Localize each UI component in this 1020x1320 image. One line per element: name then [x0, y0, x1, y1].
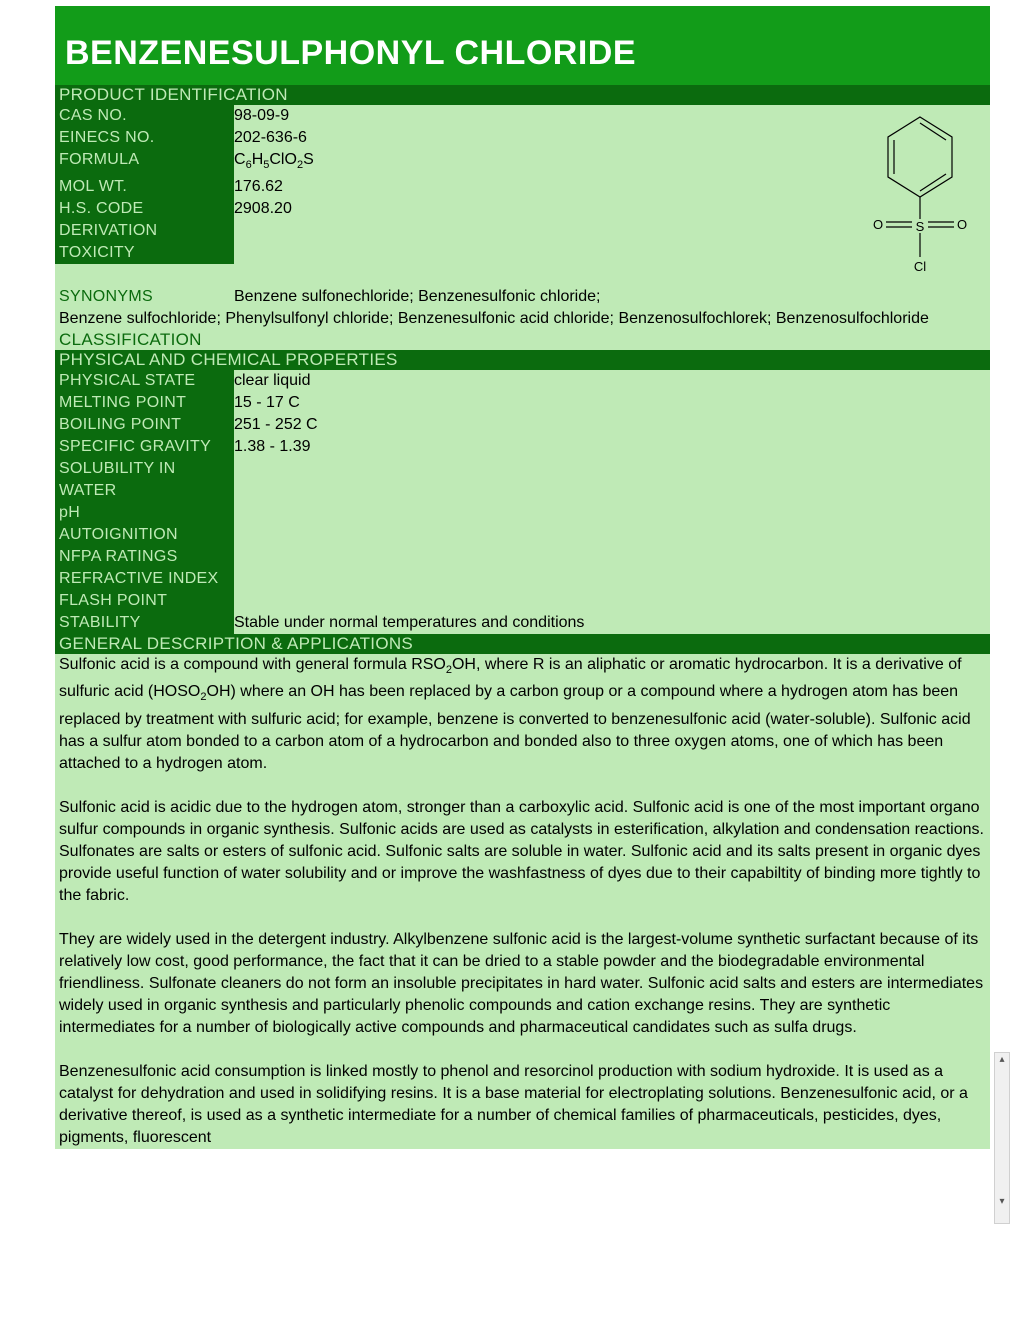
- label-toxicity: TOXICITY: [55, 242, 234, 264]
- molecule-svg: S O O Cl: [860, 109, 980, 284]
- row-toxicity: TOXICITY: [55, 242, 850, 264]
- row-ph: pH: [55, 502, 990, 524]
- label-hs-code: H.S. CODE: [55, 198, 234, 220]
- value-solubility: [234, 458, 990, 502]
- label-nfpa: NFPA RATINGS: [55, 546, 234, 568]
- product-id-block: CAS NO. 98-09-9 EINECS NO. 202-636-6 FOR…: [55, 105, 990, 286]
- value-boiling-point: 251 - 252 C: [234, 414, 990, 436]
- value-stability: Stable under normal temperatures and con…: [234, 612, 990, 634]
- row-derivation: DERIVATION: [55, 220, 850, 242]
- row-stability: STABILITY Stable under normal temperatur…: [55, 612, 990, 634]
- section-product-identification: PRODUCT IDENTIFICATION: [55, 85, 990, 105]
- scrollbar[interactable]: ▴ ▾: [994, 1052, 1010, 1224]
- atom-o-left: O: [873, 217, 883, 232]
- row-formula: FORMULA C6H5ClO2S: [55, 149, 850, 176]
- row-specific-gravity: SPECIFIC GRAVITY 1.38 - 1.39: [55, 436, 990, 458]
- label-derivation: DERIVATION: [55, 220, 234, 242]
- section-general-description: GENERAL DESCRIPTION & APPLICATIONS: [55, 634, 990, 654]
- row-melting-point: MELTING POINT 15 - 17 C: [55, 392, 990, 414]
- desc-p3: They are widely used in the detergent in…: [59, 929, 984, 1039]
- label-flash-point: FLASH POINT: [55, 590, 234, 612]
- label-specific-gravity: SPECIFIC GRAVITY: [55, 436, 234, 458]
- chemical-title: BENZENESULPHONYL CHLORIDE: [55, 12, 990, 85]
- desc-p2: Sulfonic acid is acidic due to the hydro…: [59, 797, 984, 907]
- value-physical-state: clear liquid: [234, 370, 990, 392]
- atom-o-right: O: [957, 217, 967, 232]
- value-flash-point: [234, 590, 990, 612]
- section-classification: CLASSIFICATION: [55, 330, 990, 350]
- row-blank: [55, 264, 850, 286]
- label-refractive-index: REFRACTIVE INDEX: [55, 568, 234, 590]
- row-solubility: SOLUBILITY IN WATER: [55, 458, 990, 502]
- section-phys-chem: PHYSICAL AND CHEMICAL PROPERTIES: [55, 350, 990, 370]
- scroll-down-icon[interactable]: ▾: [995, 1195, 1009, 1209]
- value-einecs-no: 202-636-6: [234, 127, 850, 149]
- row-nfpa: NFPA RATINGS: [55, 546, 990, 568]
- atom-cl: Cl: [914, 259, 926, 274]
- label-stability: STABILITY: [55, 612, 234, 634]
- value-mol-wt: 176.62: [234, 176, 850, 198]
- label-ph: pH: [55, 502, 234, 524]
- desc-p4: Benzenesulfonic acid consumption is link…: [59, 1061, 984, 1149]
- row-flash-point: FLASH POINT: [55, 590, 990, 612]
- description-body: Sulfonic acid is a compound with general…: [55, 654, 990, 1148]
- value-derivation: [234, 220, 850, 242]
- row-autoignition: AUTOIGNITION: [55, 524, 990, 546]
- row-boiling-point: BOILING POINT 251 - 252 C: [55, 414, 990, 436]
- row-hs-code: H.S. CODE 2908.20: [55, 198, 850, 220]
- label-formula: FORMULA: [55, 149, 234, 176]
- row-mol-wt: MOL WT. 176.62: [55, 176, 850, 198]
- desc-p1: Sulfonic acid is a compound with general…: [59, 654, 984, 774]
- value-refractive-index: [234, 568, 990, 590]
- value-melting-point: 15 - 17 C: [234, 392, 990, 414]
- scroll-up-icon[interactable]: ▴: [995, 1053, 1009, 1067]
- label-cas-no: CAS NO.: [55, 105, 234, 127]
- atom-s: S: [916, 219, 925, 234]
- row-refractive-index: REFRACTIVE INDEX: [55, 568, 990, 590]
- synonyms-block: SYNONYMS Benzene sulfonechloride; Benzen…: [55, 286, 990, 330]
- label-solubility: SOLUBILITY IN WATER: [55, 458, 234, 502]
- structure-diagram: S O O Cl: [850, 105, 990, 286]
- synonyms-line1: Benzene sulfonechloride; Benzenesulfonic…: [234, 286, 600, 308]
- value-specific-gravity: 1.38 - 1.39: [234, 436, 990, 458]
- label-physical-state: PHYSICAL STATE: [55, 370, 234, 392]
- row-physical-state: PHYSICAL STATE clear liquid: [55, 370, 990, 392]
- value-formula: C6H5ClO2S: [234, 149, 850, 176]
- label-synonyms: SYNONYMS: [55, 286, 234, 308]
- label-melting-point: MELTING POINT: [55, 392, 234, 414]
- row-einecs-no: EINECS NO. 202-636-6: [55, 127, 850, 149]
- label-mol-wt: MOL WT.: [55, 176, 234, 198]
- label-einecs-no: EINECS NO.: [55, 127, 234, 149]
- value-ph: [234, 502, 990, 524]
- label-autoignition: AUTOIGNITION: [55, 524, 234, 546]
- chemical-datasheet: BENZENESULPHONYL CHLORIDE PRODUCT IDENTI…: [55, 6, 990, 1149]
- value-cas-no: 98-09-9: [234, 105, 850, 127]
- value-hs-code: 2908.20: [234, 198, 850, 220]
- value-nfpa: [234, 546, 990, 568]
- label-boiling-point: BOILING POINT: [55, 414, 234, 436]
- value-autoignition: [234, 524, 990, 546]
- synonyms-line2: Benzene sulfochloride; Phenylsulfonyl ch…: [55, 308, 986, 330]
- value-toxicity: [234, 242, 850, 264]
- row-cas-no: CAS NO. 98-09-9: [55, 105, 850, 127]
